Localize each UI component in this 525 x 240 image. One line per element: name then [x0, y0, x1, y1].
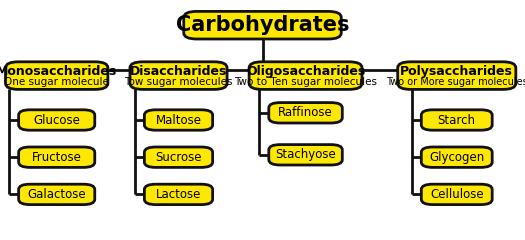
- Text: Cellulose: Cellulose: [430, 188, 484, 201]
- Text: Disaccharides: Disaccharides: [130, 65, 227, 78]
- Text: Monosaccharides: Monosaccharides: [0, 65, 117, 78]
- FancyBboxPatch shape: [144, 184, 213, 204]
- FancyBboxPatch shape: [19, 147, 94, 168]
- Text: Two or More sugar molecules: Two or More sugar molecules: [386, 77, 525, 87]
- Text: Raffinose: Raffinose: [278, 106, 333, 119]
- Text: Glucose: Glucose: [33, 114, 80, 126]
- Text: Carbohydrates: Carbohydrates: [176, 15, 349, 35]
- FancyBboxPatch shape: [5, 62, 108, 89]
- Text: Tow sugar molecules: Tow sugar molecules: [124, 77, 233, 87]
- FancyBboxPatch shape: [421, 184, 492, 204]
- FancyBboxPatch shape: [421, 110, 492, 130]
- Text: Fructose: Fructose: [32, 151, 82, 164]
- FancyBboxPatch shape: [130, 62, 227, 89]
- FancyBboxPatch shape: [249, 62, 362, 89]
- FancyBboxPatch shape: [269, 144, 342, 165]
- Text: Glycogen: Glycogen: [429, 151, 485, 164]
- Text: Stachyose: Stachyose: [275, 148, 336, 161]
- FancyBboxPatch shape: [184, 11, 341, 39]
- Text: Maltose: Maltose: [155, 114, 202, 126]
- FancyBboxPatch shape: [19, 184, 94, 204]
- Text: Sucrose: Sucrose: [155, 151, 202, 164]
- Text: Starch: Starch: [438, 114, 476, 126]
- Text: Two to Ten sugar molecules: Two to Ten sugar molecules: [234, 77, 377, 87]
- FancyBboxPatch shape: [144, 110, 213, 130]
- FancyBboxPatch shape: [398, 62, 516, 89]
- FancyBboxPatch shape: [421, 147, 492, 168]
- Text: Galactose: Galactose: [27, 188, 86, 201]
- Text: Oligosaccharides: Oligosaccharides: [246, 65, 365, 78]
- FancyBboxPatch shape: [144, 147, 213, 168]
- FancyBboxPatch shape: [19, 110, 94, 130]
- FancyBboxPatch shape: [269, 103, 342, 123]
- Text: Lactose: Lactose: [156, 188, 201, 201]
- Text: Polysaccharides: Polysaccharides: [400, 65, 513, 78]
- Text: One sugar molecule: One sugar molecule: [4, 77, 109, 87]
